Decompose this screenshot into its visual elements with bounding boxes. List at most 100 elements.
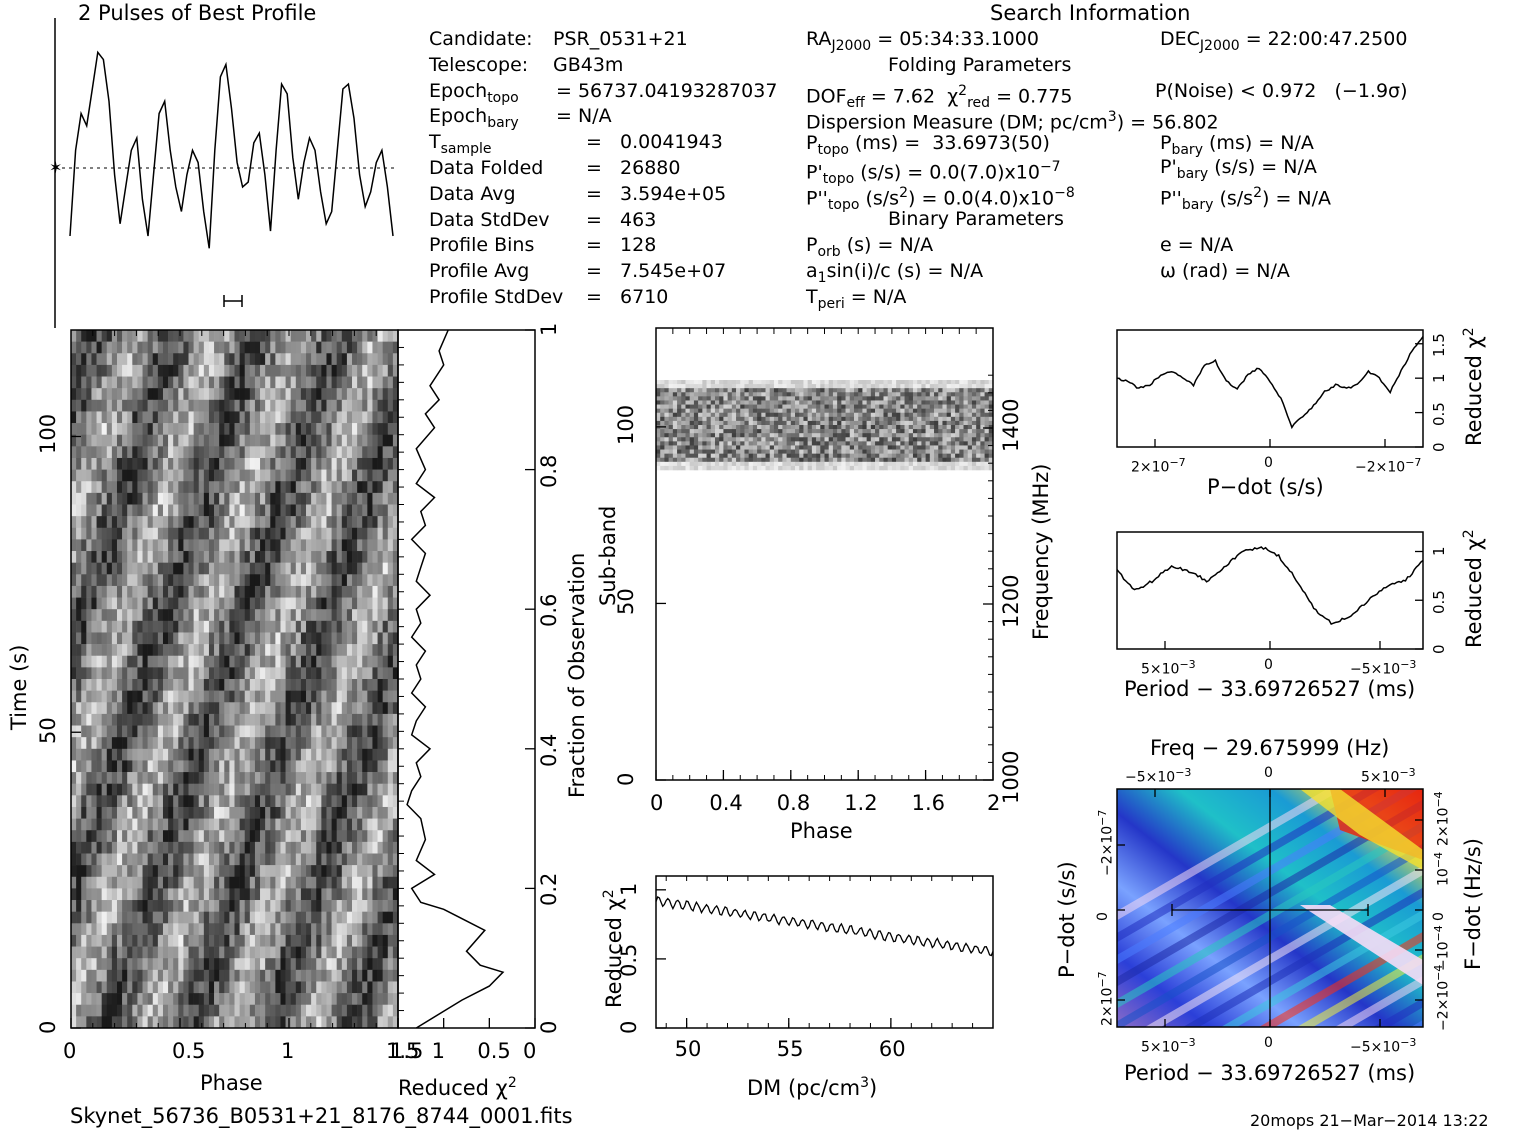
time-phase-cell <box>122 865 128 878</box>
time-phase-cell <box>382 644 389 657</box>
time-phase-cell <box>341 865 348 878</box>
time-phase-cell <box>311 632 317 645</box>
subband-cell <box>710 416 716 422</box>
time-phase-cell <box>183 725 189 738</box>
time-phase-cell <box>331 1016 337 1029</box>
time-phase-cell <box>270 330 276 342</box>
time-phase-cell <box>341 376 348 389</box>
time-phase-cell <box>280 457 286 470</box>
time-phase-cell <box>346 934 353 947</box>
time-phase-cell <box>265 1016 271 1029</box>
subband-cell <box>757 384 762 389</box>
time-phase-cell <box>280 481 286 494</box>
time-phase-cell <box>260 969 266 982</box>
time-phase-cell <box>101 353 108 366</box>
time-phase-cell <box>208 830 215 843</box>
time-phase-cell <box>76 446 82 459</box>
time-phase-cell <box>157 632 164 645</box>
subband-cell <box>761 408 766 414</box>
time-phase-cell <box>280 667 286 680</box>
subband-cell <box>782 425 787 430</box>
subband-cell <box>744 404 749 409</box>
time-phase-cell <box>346 713 353 726</box>
time-phase-cell <box>316 1004 322 1017</box>
subband-cell <box>811 400 817 405</box>
time-phase-cell <box>86 574 92 587</box>
time-phase-cell <box>306 667 312 680</box>
time-phase-cell <box>208 690 215 703</box>
time-phase-cell <box>132 376 138 389</box>
time-phase-cell <box>377 1016 383 1029</box>
subband-cell <box>757 420 762 426</box>
time-phase-cell <box>367 388 373 401</box>
time-phase-cell <box>208 330 215 342</box>
time-phase-cell <box>111 411 118 424</box>
time-phase-cell <box>239 539 246 552</box>
time-phase-cell <box>280 609 286 622</box>
time-phase-cell <box>346 679 353 691</box>
subband-cell <box>723 408 728 414</box>
time-phase-cell <box>234 504 240 517</box>
time-phase-cell <box>244 399 251 412</box>
subband-cell <box>942 388 947 393</box>
time-phase-cell <box>377 876 383 889</box>
time-phase-cell <box>193 946 200 959</box>
time-phase-cell <box>285 1016 291 1029</box>
subband-cell <box>828 400 834 405</box>
time-phase-cell <box>86 376 92 389</box>
subband-cell <box>980 400 985 405</box>
time-phase-cell <box>137 620 143 633</box>
time-phase-cell <box>336 993 343 1006</box>
time-phase-cell <box>86 1004 92 1017</box>
time-phase-cell <box>214 585 220 598</box>
time-phase-cell <box>280 539 286 552</box>
time-phase-cell <box>122 981 128 994</box>
time-phase-cell <box>71 853 77 866</box>
subband-cell <box>727 396 733 401</box>
time-phase-cell <box>300 818 307 831</box>
time-phase-cell <box>168 830 174 843</box>
time-phase-cell <box>116 830 123 843</box>
time-phase-cell <box>341 527 348 540</box>
time-phase-cell <box>234 388 240 401</box>
time-phase-cell <box>71 516 77 529</box>
time-phase-cell <box>254 969 261 982</box>
time-phase-cell <box>81 632 87 645</box>
subband-cell <box>769 416 775 422</box>
time-phase-cell <box>234 911 240 924</box>
subband-cell <box>698 429 703 434</box>
time-phase-cell <box>336 760 343 773</box>
time-phase-cell <box>234 830 240 843</box>
time-phase-cell <box>362 888 368 901</box>
time-phase-cell <box>341 969 348 982</box>
time-phase-cell <box>357 492 363 505</box>
time-phase-cell <box>346 597 353 610</box>
time-phase-cell <box>137 551 143 563</box>
subband-cell <box>698 408 703 414</box>
time-phase-cell <box>326 772 332 784</box>
time-phase-cell <box>147 411 154 424</box>
time-phase-cell <box>336 609 343 622</box>
time-phase-cell <box>254 539 261 552</box>
time-phase-cell <box>311 1004 317 1017</box>
time-phase-cell <box>122 830 128 843</box>
time-phase-cell <box>198 888 205 901</box>
time-phase-cell <box>127 760 133 773</box>
time-phase-cell <box>208 423 215 435</box>
time-phase-cell <box>147 772 154 784</box>
time-phase-cell <box>280 981 286 994</box>
time-phase-cell <box>285 574 291 587</box>
time-phase-cell <box>111 993 118 1006</box>
time-phase-cell <box>162 993 169 1006</box>
time-phase-cell <box>306 434 312 447</box>
time-phase-cell <box>162 667 169 680</box>
subband-cell <box>832 384 838 389</box>
time-phase-cell <box>377 364 383 377</box>
time-phase-cell <box>260 783 266 796</box>
time-phase-cell <box>377 562 383 575</box>
time-phase-cell <box>122 446 128 459</box>
time-phase-cell <box>91 1004 97 1017</box>
subband-cell <box>946 420 952 426</box>
time-phase-cell <box>295 748 302 761</box>
time-phase-cell <box>157 399 164 412</box>
